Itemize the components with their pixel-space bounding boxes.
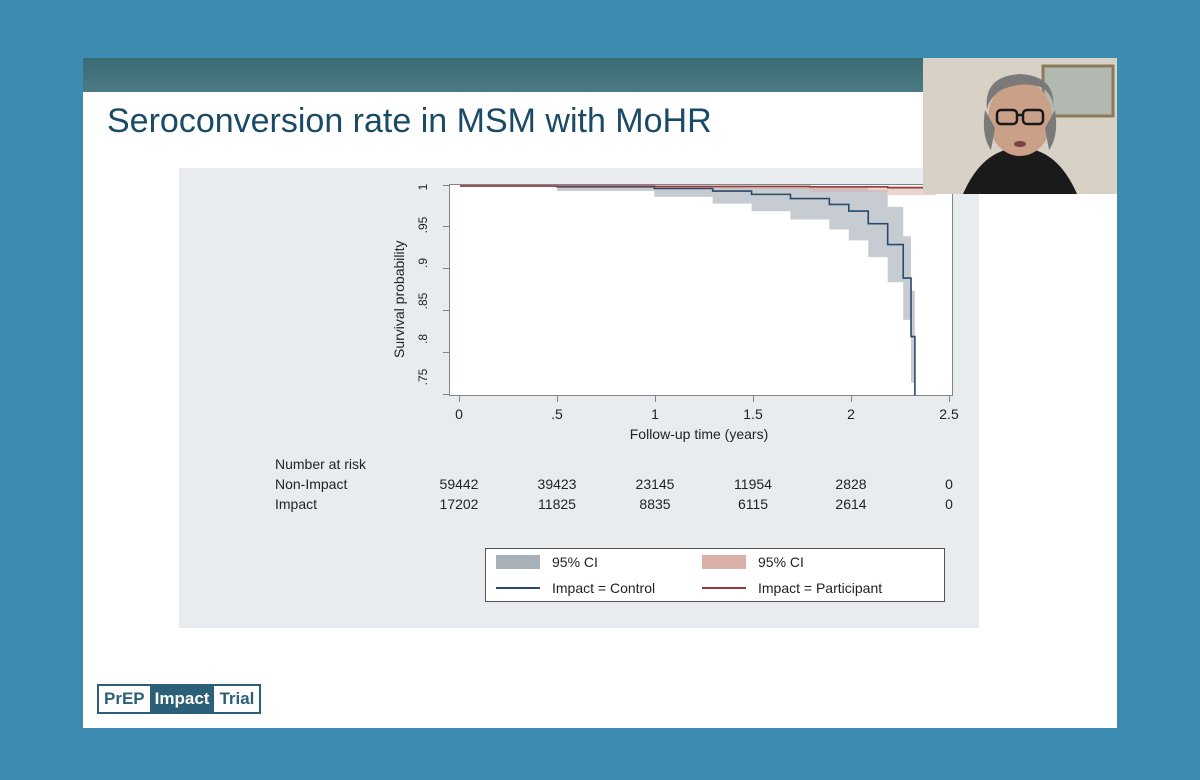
risk-1-4: 2614 [821, 496, 881, 512]
risk-0-3: 11954 [723, 476, 783, 492]
risk-0-4: 2828 [821, 476, 881, 492]
logo-part-trial: Trial [214, 686, 259, 712]
xtickmark [557, 396, 558, 402]
legend-label-ci-control: 95% CI [552, 554, 702, 570]
risk-1-1: 11825 [527, 496, 587, 512]
xtick-2: 1 [635, 406, 675, 422]
risk-header: Number at risk [275, 456, 366, 472]
legend-line-control [496, 587, 540, 589]
xtick-5: 2.5 [929, 406, 969, 422]
legend-row-2: Impact = Control Impact = Participant [486, 575, 944, 601]
risk-row-0-label: Non-Impact [275, 476, 347, 492]
xtick-3: 1.5 [733, 406, 773, 422]
y-axis-label: Survival probability [391, 241, 407, 359]
legend-swatch-ci-participant [702, 555, 746, 569]
legend-swatch-ci-control [496, 555, 540, 569]
risk-row-1-label: Impact [275, 496, 317, 512]
speaker-video-thumbnail [923, 58, 1117, 194]
x-axis-label: Follow-up time (years) [599, 426, 799, 442]
xtickmark [949, 396, 950, 402]
chart-container: Survival probability .75 .8 .85 .9 .95 1… [179, 168, 979, 628]
xtickmark [459, 396, 460, 402]
xtick-4: 2 [831, 406, 871, 422]
risk-0-1: 39423 [527, 476, 587, 492]
legend-line-participant [702, 587, 746, 589]
risk-0-2: 23145 [625, 476, 685, 492]
legend-row-1: 95% CI 95% CI [486, 549, 944, 575]
logo-part-prep: PrEP [99, 686, 150, 712]
risk-1-0: 17202 [429, 496, 489, 512]
risk-1-2: 8835 [625, 496, 685, 512]
legend-label-control: Impact = Control [552, 580, 702, 596]
risk-0-0: 59442 [429, 476, 489, 492]
ytick-2: .85 [416, 289, 430, 313]
ytick-1: .8 [416, 327, 430, 351]
legend-label-ci-participant: 95% CI [758, 554, 804, 570]
plot-region [449, 184, 953, 396]
xtickmark [851, 396, 852, 402]
risk-1-3: 6115 [723, 496, 783, 512]
ytick-4: .95 [416, 213, 430, 237]
ytick-3: .9 [416, 251, 430, 275]
risk-0-5: 0 [919, 476, 979, 492]
xtick-1: .5 [537, 406, 577, 422]
ytick-0: .75 [416, 365, 430, 389]
xtickmark [655, 396, 656, 402]
xtickmark [753, 396, 754, 402]
legend: 95% CI 95% CI Impact = Control Impact = … [485, 548, 945, 602]
ytick-5: 1 [416, 175, 430, 199]
risk-1-5: 0 [919, 496, 979, 512]
prep-impact-trial-logo: PrEP Impact Trial [97, 684, 261, 714]
xtick-0: 0 [439, 406, 479, 422]
logo-part-impact: Impact [150, 686, 215, 712]
presentation-slide: Seroconversion rate in MSM with MoHR Sur… [83, 58, 1117, 728]
km-curves [450, 185, 952, 396]
legend-label-participant: Impact = Participant [758, 580, 882, 596]
